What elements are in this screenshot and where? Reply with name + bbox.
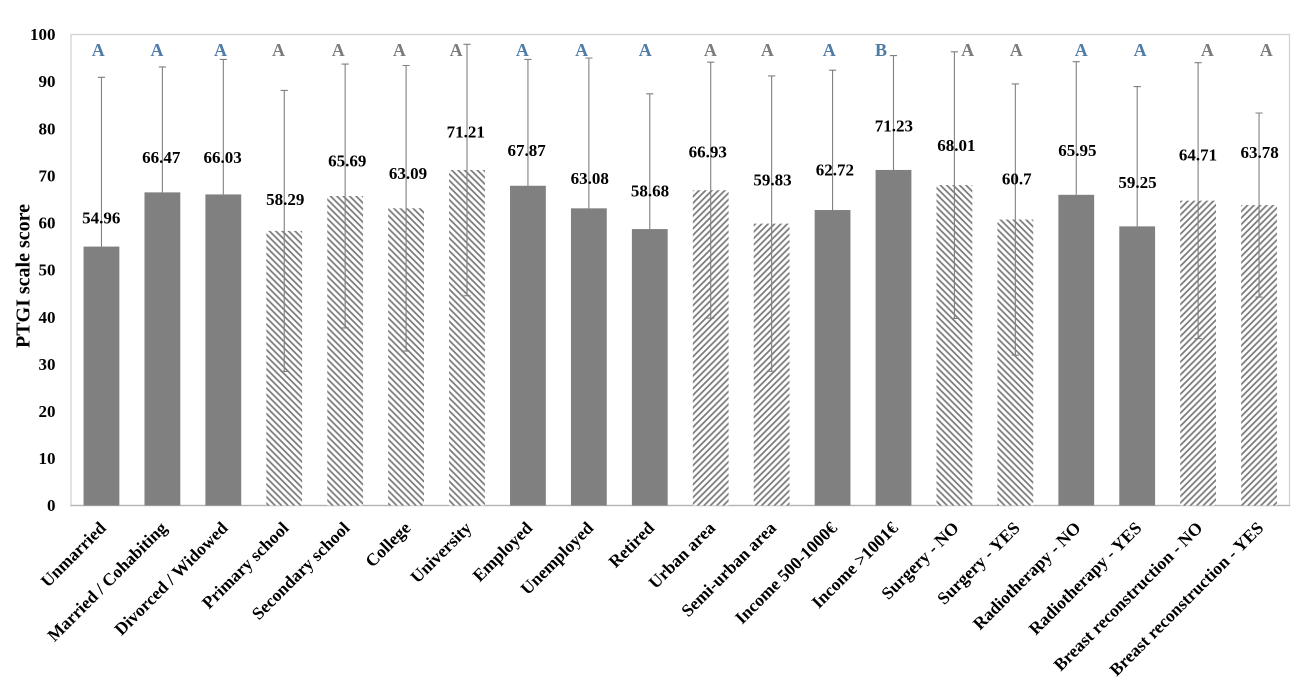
svg-text:71.21: 71.21 [447, 123, 485, 142]
svg-text:A: A [214, 40, 227, 60]
svg-text:A: A [961, 40, 974, 60]
svg-text:64.71: 64.71 [1179, 146, 1217, 165]
svg-text:A: A [151, 40, 164, 60]
svg-text:A: A [1010, 40, 1023, 60]
svg-text:62.72: 62.72 [816, 161, 854, 180]
svg-text:58.29: 58.29 [266, 190, 304, 209]
svg-text:20: 20 [39, 402, 56, 421]
svg-text:10: 10 [39, 449, 56, 468]
svg-text:A: A [1134, 40, 1147, 60]
svg-text:59.83: 59.83 [753, 171, 791, 190]
svg-text:A: A [393, 40, 406, 60]
svg-text:59.25: 59.25 [1118, 173, 1156, 192]
svg-text:A: A [332, 40, 345, 60]
svg-text:65.69: 65.69 [328, 152, 366, 171]
svg-text:63.08: 63.08 [571, 169, 609, 188]
svg-text:0: 0 [47, 496, 56, 515]
svg-text:A: A [1075, 40, 1088, 60]
svg-text:A: A [272, 40, 285, 60]
svg-text:68.01: 68.01 [937, 136, 975, 155]
svg-text:A: A [704, 40, 717, 60]
svg-text:54.96: 54.96 [82, 209, 120, 228]
svg-text:A: A [1260, 40, 1273, 60]
svg-text:B: B [875, 40, 887, 60]
svg-text:60: 60 [39, 214, 56, 233]
svg-text:A: A [639, 40, 652, 60]
svg-text:71.23: 71.23 [875, 117, 913, 136]
svg-text:PTGI scale score: PTGI scale score [13, 204, 35, 348]
svg-text:A: A [92, 40, 105, 60]
svg-text:A: A [516, 40, 529, 60]
svg-text:A: A [761, 40, 774, 60]
svg-text:A: A [450, 40, 463, 60]
svg-text:66.47: 66.47 [142, 148, 181, 167]
svg-text:63.09: 63.09 [389, 164, 427, 183]
svg-text:60.7: 60.7 [1002, 169, 1032, 188]
svg-text:40: 40 [39, 308, 56, 327]
svg-text:A: A [575, 40, 588, 60]
svg-text:80: 80 [39, 119, 56, 138]
svg-text:30: 30 [39, 355, 56, 374]
svg-text:66.03: 66.03 [203, 148, 241, 167]
svg-text:66.93: 66.93 [689, 142, 727, 161]
svg-text:63.78: 63.78 [1240, 143, 1278, 162]
svg-text:50: 50 [39, 261, 56, 280]
svg-text:A: A [1201, 40, 1214, 60]
svg-text:90: 90 [39, 72, 56, 91]
svg-text:70: 70 [39, 166, 56, 185]
svg-text:67.87: 67.87 [507, 141, 546, 160]
svg-text:100: 100 [30, 25, 56, 44]
svg-text:A: A [823, 40, 836, 60]
svg-text:65.95: 65.95 [1058, 141, 1096, 160]
svg-text:58.68: 58.68 [631, 182, 669, 201]
